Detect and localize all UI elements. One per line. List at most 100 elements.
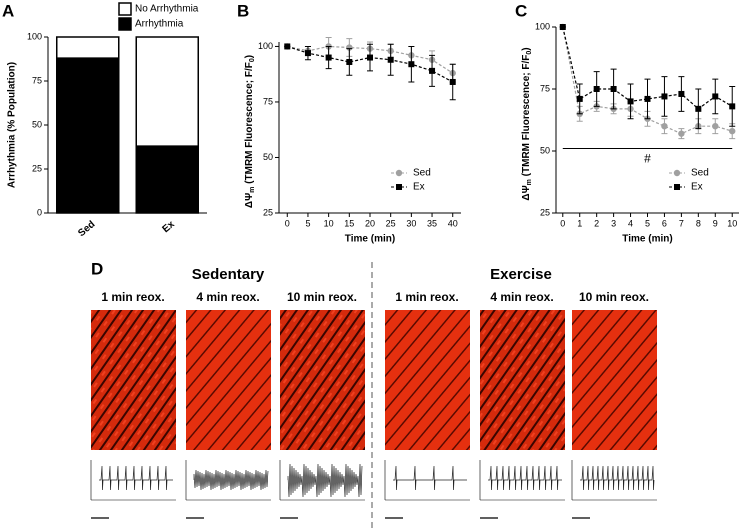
marker <box>576 95 583 102</box>
ecg-trace <box>580 465 655 491</box>
y-axis-label-part: ) <box>244 55 255 58</box>
y-axis-label-part: ΔΨ <box>244 193 255 208</box>
y-axis-label-part: ΔΨ <box>521 185 532 200</box>
micrograph <box>572 310 657 450</box>
y-tick-label: 100 <box>27 31 42 41</box>
x-tick-label: 35 <box>427 218 437 228</box>
image-caption: 10 min reox. <box>287 290 357 304</box>
x-tick-label: 7 <box>679 218 684 228</box>
marker <box>661 123 668 130</box>
x-tick-label: 8 <box>696 218 701 228</box>
x-tick-label: 15 <box>344 218 354 228</box>
y-tick-label: 0 <box>37 207 42 217</box>
marker <box>678 90 685 97</box>
x-tick-label: 30 <box>406 218 416 228</box>
marker <box>729 127 736 135</box>
x-tick-label: 0 <box>285 218 290 228</box>
x-tick-label: 9 <box>713 218 718 228</box>
y-axis-label-part: (TMRM Fluorescence; F/F <box>244 62 255 186</box>
marker <box>429 67 436 74</box>
y-axis-label-part: ) <box>521 47 532 50</box>
micrograph <box>385 310 470 450</box>
legend-label: No Arrhythmia <box>135 4 199 15</box>
y-axis-label-part: m <box>526 179 533 185</box>
x-tick-label: 3 <box>611 218 616 228</box>
y-tick-label: 75 <box>32 75 42 85</box>
image-caption: 1 min reox. <box>395 290 458 304</box>
image-caption: 4 min reox. <box>490 290 553 304</box>
x-tick-label: 5 <box>645 218 650 228</box>
marker <box>695 105 702 112</box>
panel-letter: C <box>515 1 527 20</box>
legend-marker <box>395 169 403 177</box>
x-axis-label: Time (min) <box>622 234 672 245</box>
marker <box>387 56 394 63</box>
legend-marker <box>396 184 402 190</box>
y-axis-label-part: m <box>249 187 256 193</box>
y-tick-label: 100 <box>535 21 550 31</box>
group-title: Exercise <box>490 266 552 283</box>
x-tick-label: 1 <box>577 218 582 228</box>
x-tick-label: 0 <box>560 218 565 228</box>
legend-label: Ex <box>691 182 703 193</box>
marker <box>678 130 685 137</box>
y-tick-label: 100 <box>258 41 273 51</box>
annotation: # <box>644 152 651 166</box>
marker <box>284 43 291 50</box>
image-caption: 1 min reox. <box>101 290 164 304</box>
x-tick-label: 25 <box>386 218 396 228</box>
x-tick-label: 20 <box>365 218 375 228</box>
marker <box>346 58 353 65</box>
panel-letter: D <box>91 259 103 278</box>
legend-marker <box>674 184 680 190</box>
marker <box>367 54 373 61</box>
legend-swatch <box>118 2 132 16</box>
marker <box>559 24 566 30</box>
marker <box>449 78 456 85</box>
panel-letter: B <box>237 1 249 20</box>
ecg-trace <box>287 463 363 498</box>
bar-segment <box>135 145 200 214</box>
x-tick-label: 2 <box>594 218 599 228</box>
marker <box>408 61 415 68</box>
marker <box>610 86 617 92</box>
marker <box>729 103 736 110</box>
x-tick-label: 10 <box>324 218 334 228</box>
y-tick-label: 75 <box>263 96 273 106</box>
x-tick-label: Sed <box>76 219 97 239</box>
series-line <box>562 26 733 110</box>
y-tick-label: 50 <box>540 145 550 155</box>
image-caption: 10 min reox. <box>579 290 649 304</box>
marker <box>712 123 719 130</box>
bar-segment <box>55 36 120 59</box>
y-tick-label: 50 <box>263 152 273 162</box>
marker <box>304 50 311 57</box>
marker <box>627 98 634 105</box>
legend-marker <box>673 169 681 177</box>
y-axis-label-part: 0 <box>249 58 256 62</box>
legend-swatch <box>118 17 132 31</box>
panel-letter: A <box>2 1 14 20</box>
y-tick-label: 25 <box>32 163 42 173</box>
x-axis-label: Time (min) <box>345 234 395 245</box>
x-tick-label: 10 <box>727 218 737 228</box>
y-tick-label: 50 <box>32 119 42 129</box>
marker <box>661 93 668 100</box>
x-tick-label: 6 <box>662 218 667 228</box>
y-axis-label: ΔΨm (TMRM Fluorescence; F/F0) <box>244 55 256 208</box>
legend-label: Sed <box>413 168 431 179</box>
x-tick-label: 40 <box>448 218 458 228</box>
micrograph <box>480 310 565 450</box>
y-axis-label: ΔΨm (TMRM Fluorescence; F/F0) <box>521 47 533 200</box>
micrograph <box>91 310 176 450</box>
legend-label: Arrhythmia <box>135 19 184 30</box>
micrograph <box>186 310 271 450</box>
y-axis-label: Arrhythmia (% Population) <box>7 62 18 188</box>
legend-label: Ex <box>413 182 425 193</box>
panel-d: D <box>91 259 373 528</box>
y-tick-label: 25 <box>540 207 550 217</box>
marker <box>593 86 600 92</box>
x-tick-label: Ex <box>160 219 177 236</box>
group-title: Sedentary <box>192 266 265 283</box>
